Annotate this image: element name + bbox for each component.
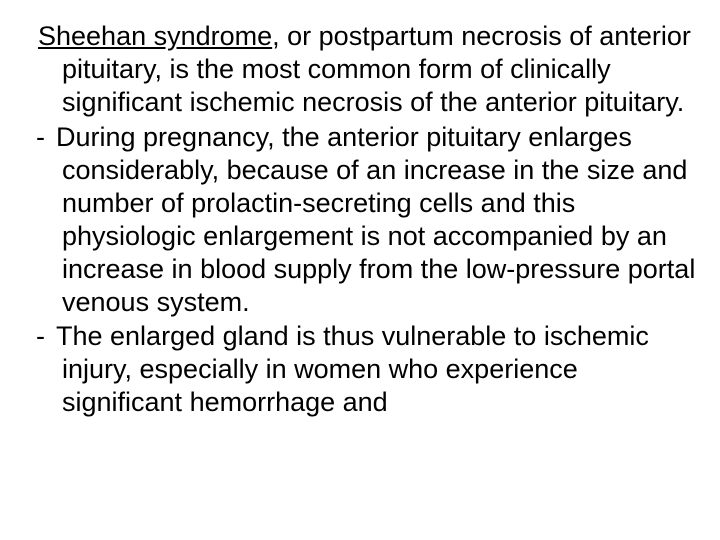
term-sheehan-syndrome: Sheehan syndrome [38,21,272,51]
slide: Sheehan syndrome, or postpartum necrosis… [0,0,720,540]
bullet-marker: - [36,121,56,154]
paragraph-2-text: During pregnancy, the anterior pituitary… [56,122,695,317]
paragraph-3-text: The enlarged gland is thus vulnerable to… [56,321,649,417]
bullet-marker: - [36,320,56,353]
paragraph-2: -During pregnancy, the anterior pituitar… [22,121,698,319]
paragraph-3: -The enlarged gland is thus vulnerable t… [22,320,698,419]
paragraph-1: Sheehan syndrome, or postpartum necrosis… [22,20,698,119]
